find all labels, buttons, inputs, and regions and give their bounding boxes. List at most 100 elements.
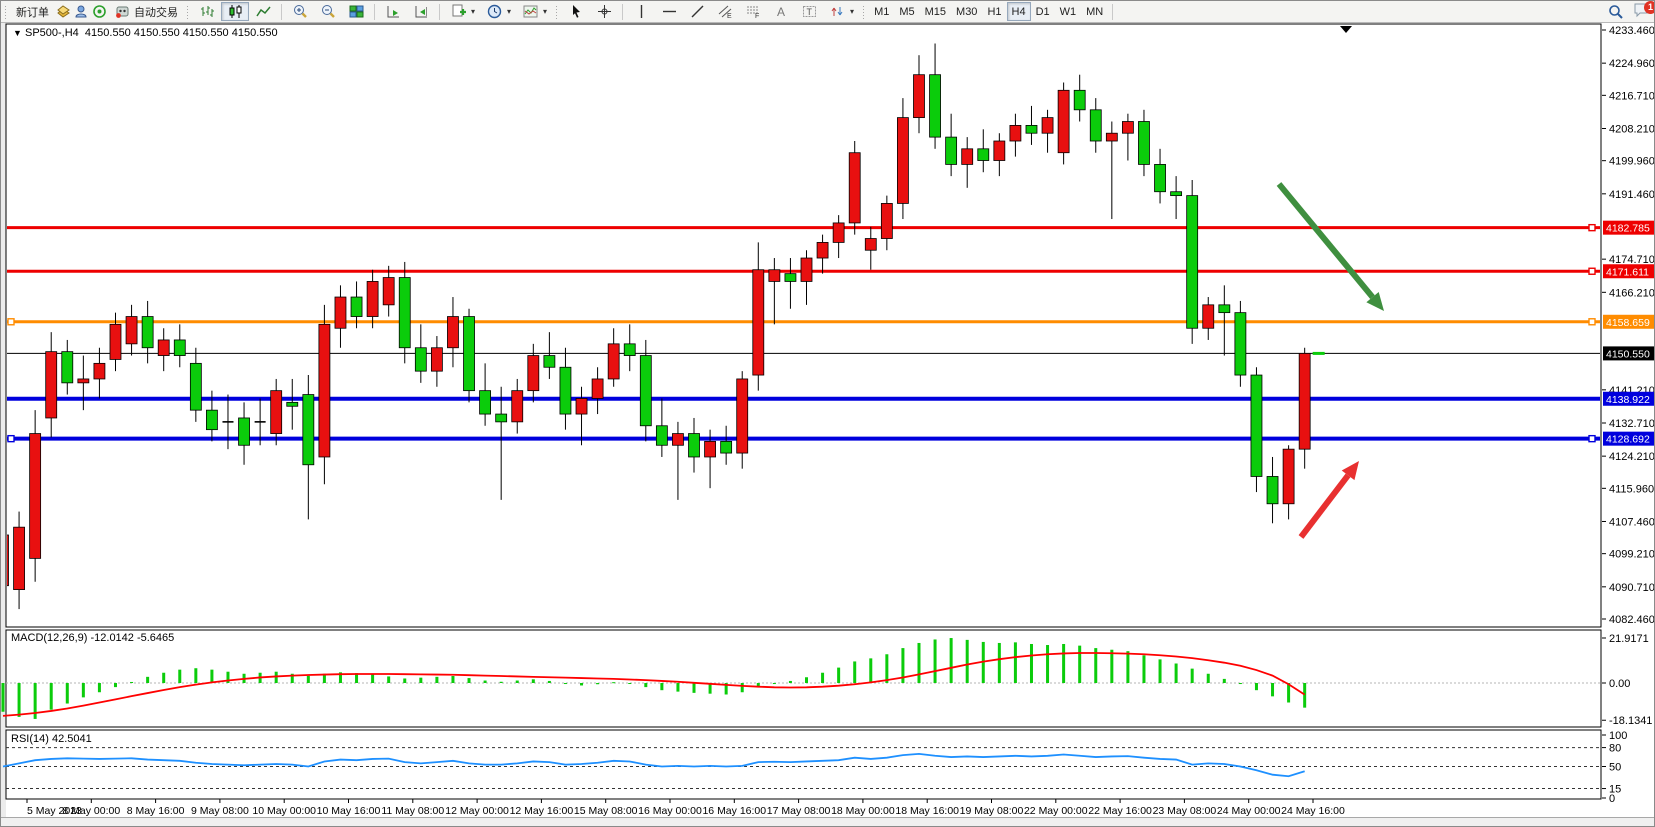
main-toolbar: 新订单 自动交易 ▾ ▾ ▾ E F A T ▾ M [1,1,1654,23]
svg-text:0.00: 0.00 [1609,678,1630,690]
zoom-out-button[interactable] [314,2,342,21]
chart-symbol-header[interactable]: ▼ SP500-,H4 4150.550 4150.550 4150.550 4… [13,27,278,39]
text-icon: A [772,2,790,21]
svg-text:100: 100 [1609,730,1627,742]
horizontal-line-tool[interactable] [655,2,683,21]
cursor-icon [567,2,585,21]
candlestick-icon [226,2,244,21]
svg-text:4082.460: 4082.460 [1609,614,1655,626]
dropdown-caret-icon: ▾ [471,7,476,16]
svg-text:4124.210: 4124.210 [1609,451,1655,463]
svg-text:4174.710: 4174.710 [1609,254,1655,266]
trendline-tool[interactable] [683,2,711,21]
annotation-arrows[interactable] [1276,182,1384,539]
toolbar-grip[interactable] [186,4,189,19]
macd-pane-content [1,638,1601,719]
bar-chart-type-button[interactable] [193,2,221,21]
price-axis[interactable]: 4233.460 4224.960 4216.710 4208.210 4199.960… [1602,25,1655,805]
svg-text:4132.710: 4132.710 [1609,418,1655,430]
periods-button[interactable]: ▾ [480,2,516,21]
arrows-tool[interactable]: ▾ [823,2,859,21]
svg-text:19 May 08:00: 19 May 08:00 [960,805,1024,817]
toolbar-grip[interactable] [862,4,866,19]
charts-stack-icon[interactable] [54,2,72,21]
profiles-icon[interactable] [72,2,90,21]
new-chart-icon [449,2,467,21]
svg-text:23 May 08:00: 23 May 08:00 [1153,805,1217,817]
chart-dropdown-caret-icon[interactable]: ▼ [13,28,22,38]
chart-shift-button[interactable] [407,2,435,21]
tf-mn-button[interactable]: MN [1081,2,1108,21]
line-chart-type-button[interactable] [249,2,277,21]
svg-text:4138.922: 4138.922 [1606,394,1650,406]
tile-windows-button[interactable] [342,2,370,21]
svg-text:8 May 00:00: 8 May 00:00 [62,805,120,817]
svg-text:15 May 08:00: 15 May 08:00 [574,805,638,817]
tf-m1-button[interactable]: M1 [869,2,894,21]
equidistant-channel-tool[interactable]: E [711,2,739,21]
new-order-button[interactable]: 新订单 [11,2,54,21]
svg-text:4182.785: 4182.785 [1606,223,1650,235]
tf-h4-button[interactable]: H4 [1006,2,1031,21]
search-icon[interactable] [1607,2,1625,21]
fibonacci-tool[interactable]: F [739,2,767,21]
chat-badge: 1 [1644,1,1654,14]
text-tool[interactable]: A [767,2,795,21]
dropdown-caret-icon: ▾ [850,7,855,16]
svg-text:5 May 2023: 5 May 2023 [27,805,82,817]
chart-shift-marker [1340,26,1352,33]
zoom-in-icon [291,2,309,21]
svg-text:21.9171: 21.9171 [1609,633,1649,645]
new-chart-button[interactable]: ▾ [444,2,480,21]
svg-text:10 May 00:00: 10 May 00:00 [252,805,316,817]
crosshair-tool-button[interactable] [590,2,618,21]
svg-text:A: A [777,5,785,19]
candle-chart-type-button[interactable] [221,2,249,21]
auto-trading-button[interactable]: 自动交易 [108,2,183,21]
svg-text:4171.611: 4171.611 [1606,266,1649,278]
tf-w1-button[interactable]: W1 [1055,2,1082,21]
symbol-timeframe-label: SP500-,H4 [24,27,79,39]
auto-trading-icon [113,2,131,21]
macd-label: MACD(12,26,9) -12.0142 -5.6465 [11,632,175,644]
chart-shift-icon [412,2,430,21]
broadcast-icon[interactable] [90,2,108,21]
bar-chart-icon [198,2,216,21]
ohlc-readout: 4150.550 4150.550 4150.550 4150.550 [84,27,278,39]
tf-m15-button[interactable]: M15 [920,2,951,21]
auto-scroll-button[interactable] [379,2,407,21]
macd-pane[interactable] [5,629,1602,728]
svg-text:24 May 16:00: 24 May 16:00 [1281,805,1345,817]
tf-m5-button[interactable]: M5 [894,2,919,21]
tf-d1-button[interactable]: D1 [1031,2,1055,21]
line-chart-icon [254,2,272,21]
svg-text:50: 50 [1609,762,1621,774]
svg-text:11 May 08:00: 11 May 08:00 [381,805,444,817]
svg-text:4158.659: 4158.659 [1606,317,1650,329]
toolbar-grip[interactable] [4,4,7,19]
horizontal-line-icon [660,2,678,21]
svg-text:12 May 00:00: 12 May 00:00 [445,805,509,817]
chat-button[interactable]: 1 [1633,1,1654,21]
cursor-tool-button[interactable] [562,2,590,21]
zoom-in-button[interactable] [286,2,314,21]
vertical-line-tool[interactable] [627,2,655,21]
svg-text:16 May 16:00: 16 May 16:00 [702,805,766,817]
main-pane[interactable] [5,23,1602,628]
svg-text:16 May 00:00: 16 May 00:00 [638,805,702,817]
tf-h1-button[interactable]: H1 [982,2,1006,21]
tf-m30-button[interactable]: M30 [951,2,982,21]
candles-layer[interactable] [1,43,1325,612]
svg-text:4224.960: 4224.960 [1609,58,1655,70]
svg-text:12 May 16:00: 12 May 16:00 [510,805,574,817]
label-tool[interactable]: T [795,2,823,21]
zoom-out-icon [319,2,337,21]
svg-text:8 May 16:00: 8 May 16:00 [127,805,185,817]
macd-values: -12.0142 -5.6465 [90,632,175,644]
svg-text:0: 0 [1609,793,1615,805]
toolbar-grip[interactable] [555,4,559,19]
indicators-button[interactable]: ▾ [516,2,552,21]
